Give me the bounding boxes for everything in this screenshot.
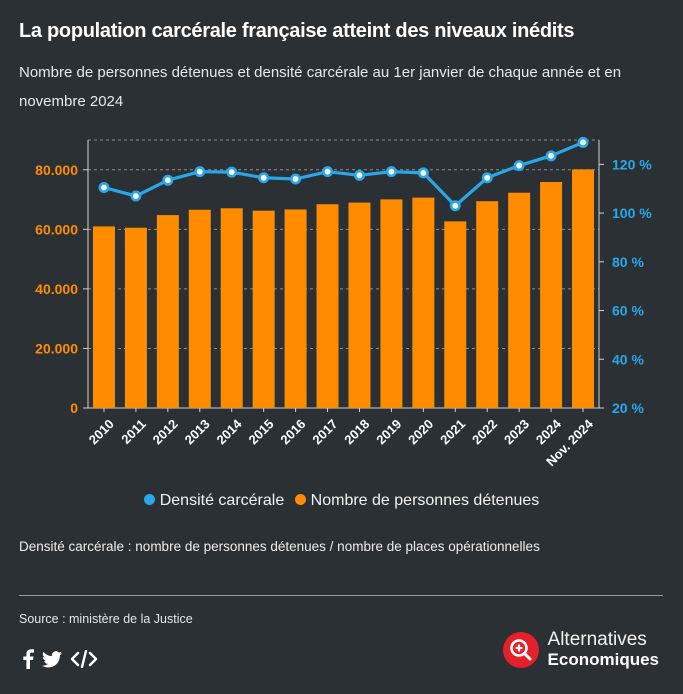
x-tick-label: 2014: [214, 416, 246, 448]
density-point: [258, 172, 270, 184]
magnifier-logo-icon: [502, 632, 539, 668]
bar: [348, 202, 371, 408]
y-right-tick-label: 80 %: [612, 254, 644, 270]
legend-item-detainees[interactable]: Nombre de personnes détenues: [294, 492, 540, 510]
facebook-icon[interactable]: [22, 649, 34, 669]
y-left-tick-label: 80.000: [35, 162, 78, 178]
x-tick-label: 2020: [405, 416, 436, 447]
density-point: [545, 150, 557, 162]
x-tick-label: 2012: [150, 416, 181, 447]
brand-logo[interactable]: Alternatives Economiques: [502, 630, 659, 670]
y-left-tick-label: 60.000: [35, 221, 78, 237]
bar: [444, 221, 467, 408]
x-tick-label: 2013: [182, 416, 213, 447]
density-point: [194, 166, 206, 178]
bar: [284, 209, 307, 408]
x-tick-label: 2016: [277, 416, 308, 447]
social-links: [22, 648, 98, 670]
chart-subtitle: Nombre de personnes détenues et densité …: [19, 64, 622, 110]
bar: [412, 197, 435, 408]
footer-divider: [19, 595, 663, 596]
legend-swatch-detainees: [294, 494, 306, 505]
density-point: [290, 173, 302, 185]
brand-name-line1: Alternatives: [547, 629, 647, 650]
combo-chart: 0 20.000 40.000 60.000 80.000 20 % 40 % 60 % 80 …: [35, 136, 652, 469]
x-tick-label: 2010: [86, 416, 117, 447]
density-point: [385, 166, 397, 178]
density-point: [577, 136, 589, 148]
density-point: [226, 166, 238, 178]
x-tick-label: 2011: [118, 416, 149, 447]
density-line: [103, 140, 584, 208]
y-left-tick-label: 20.000: [35, 340, 78, 356]
x-tick-label: 2022: [469, 416, 500, 447]
bar: [92, 226, 115, 408]
bar: [508, 192, 531, 408]
density-point: [130, 190, 142, 202]
bar: [188, 209, 211, 408]
twitter-icon[interactable]: [42, 650, 62, 668]
x-tick-label: 2017: [309, 416, 340, 447]
legend-swatch-density: [143, 494, 155, 505]
x-tick-label: 2018: [341, 416, 372, 447]
bar: [540, 181, 563, 408]
bar: [124, 227, 147, 408]
chart-title: La population carcérale française attein…: [19, 20, 575, 42]
density-point: [353, 169, 365, 181]
x-tick-label: 2015: [246, 416, 277, 447]
chart-source: Source : ministère de la Justice: [19, 612, 193, 626]
x-tick-label: 2019: [373, 416, 404, 447]
legend-label-detainees: Nombre de personnes détenues: [310, 492, 540, 509]
legend-item-density[interactable]: Densité carcérale: [143, 492, 285, 510]
bar: [316, 204, 339, 408]
y-right-tick-label: 20 %: [612, 400, 644, 416]
y-left-tick-label: 40.000: [35, 281, 78, 297]
chart-legend: Densité carcérale Nombre de personnes dé…: [0, 492, 683, 510]
embed-code-icon[interactable]: [70, 650, 98, 668]
y-right-tick-label: 120 %: [612, 156, 652, 172]
bar: [220, 208, 243, 408]
x-tick-label: 2023: [501, 416, 532, 447]
bar: [476, 201, 499, 408]
x-tick-label: 2021: [437, 416, 468, 447]
bar: [156, 215, 179, 408]
density-point: [162, 174, 174, 186]
density-point: [481, 172, 493, 184]
brand-name-line2: Economiques: [547, 650, 659, 669]
bar: [380, 199, 403, 408]
bar: [252, 210, 275, 408]
bar: [572, 169, 595, 408]
chart-note: Densité carcérale : nombre de personnes …: [19, 539, 540, 554]
density-point: [449, 200, 461, 212]
density-point: [98, 182, 110, 194]
y-left-tick-label: 0: [70, 400, 78, 416]
y-right-tick-label: 100 %: [612, 205, 652, 221]
y-right-tick-label: 40 %: [612, 351, 644, 367]
legend-label-density: Densité carcérale: [159, 492, 285, 509]
density-point: [513, 160, 525, 172]
y-right-tick-label: 60 %: [612, 303, 644, 319]
density-point: [322, 166, 334, 178]
density-point: [417, 167, 429, 179]
